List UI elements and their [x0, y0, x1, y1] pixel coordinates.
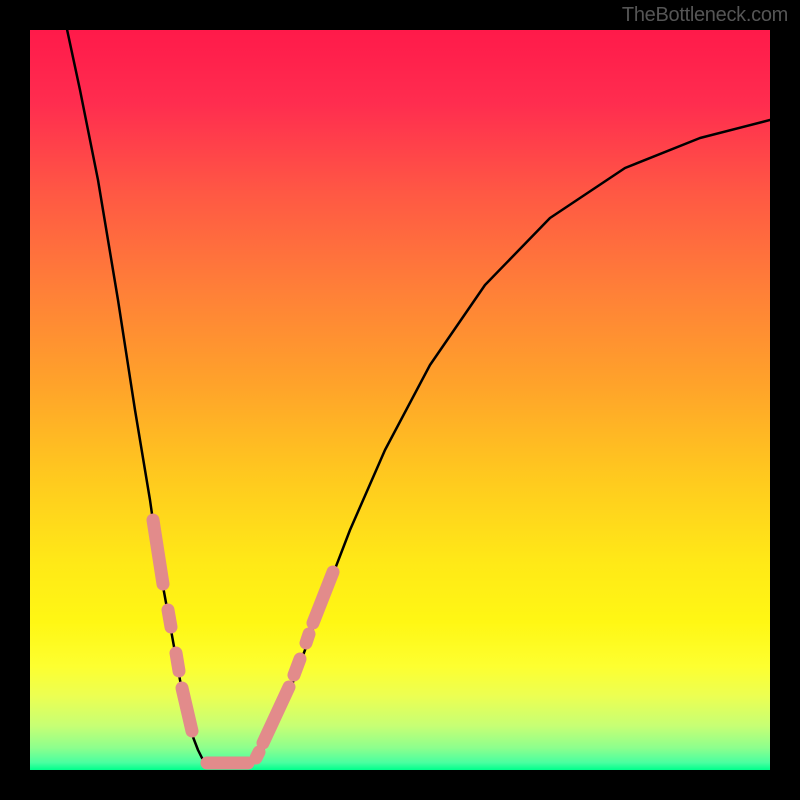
data-marker [313, 572, 333, 623]
data-marker [256, 752, 259, 758]
data-marker [182, 688, 192, 731]
watermark-text: TheBottleneck.com [622, 4, 788, 27]
plot-area [30, 30, 770, 770]
data-marker [176, 653, 179, 671]
data-marker [263, 687, 289, 743]
bottleneck-curve-layer [30, 30, 770, 770]
data-marker [294, 659, 300, 675]
chart-frame: TheBottleneck.com [0, 0, 800, 800]
data-marker [306, 634, 309, 643]
data-marker [168, 610, 171, 627]
data-marker [153, 520, 163, 584]
